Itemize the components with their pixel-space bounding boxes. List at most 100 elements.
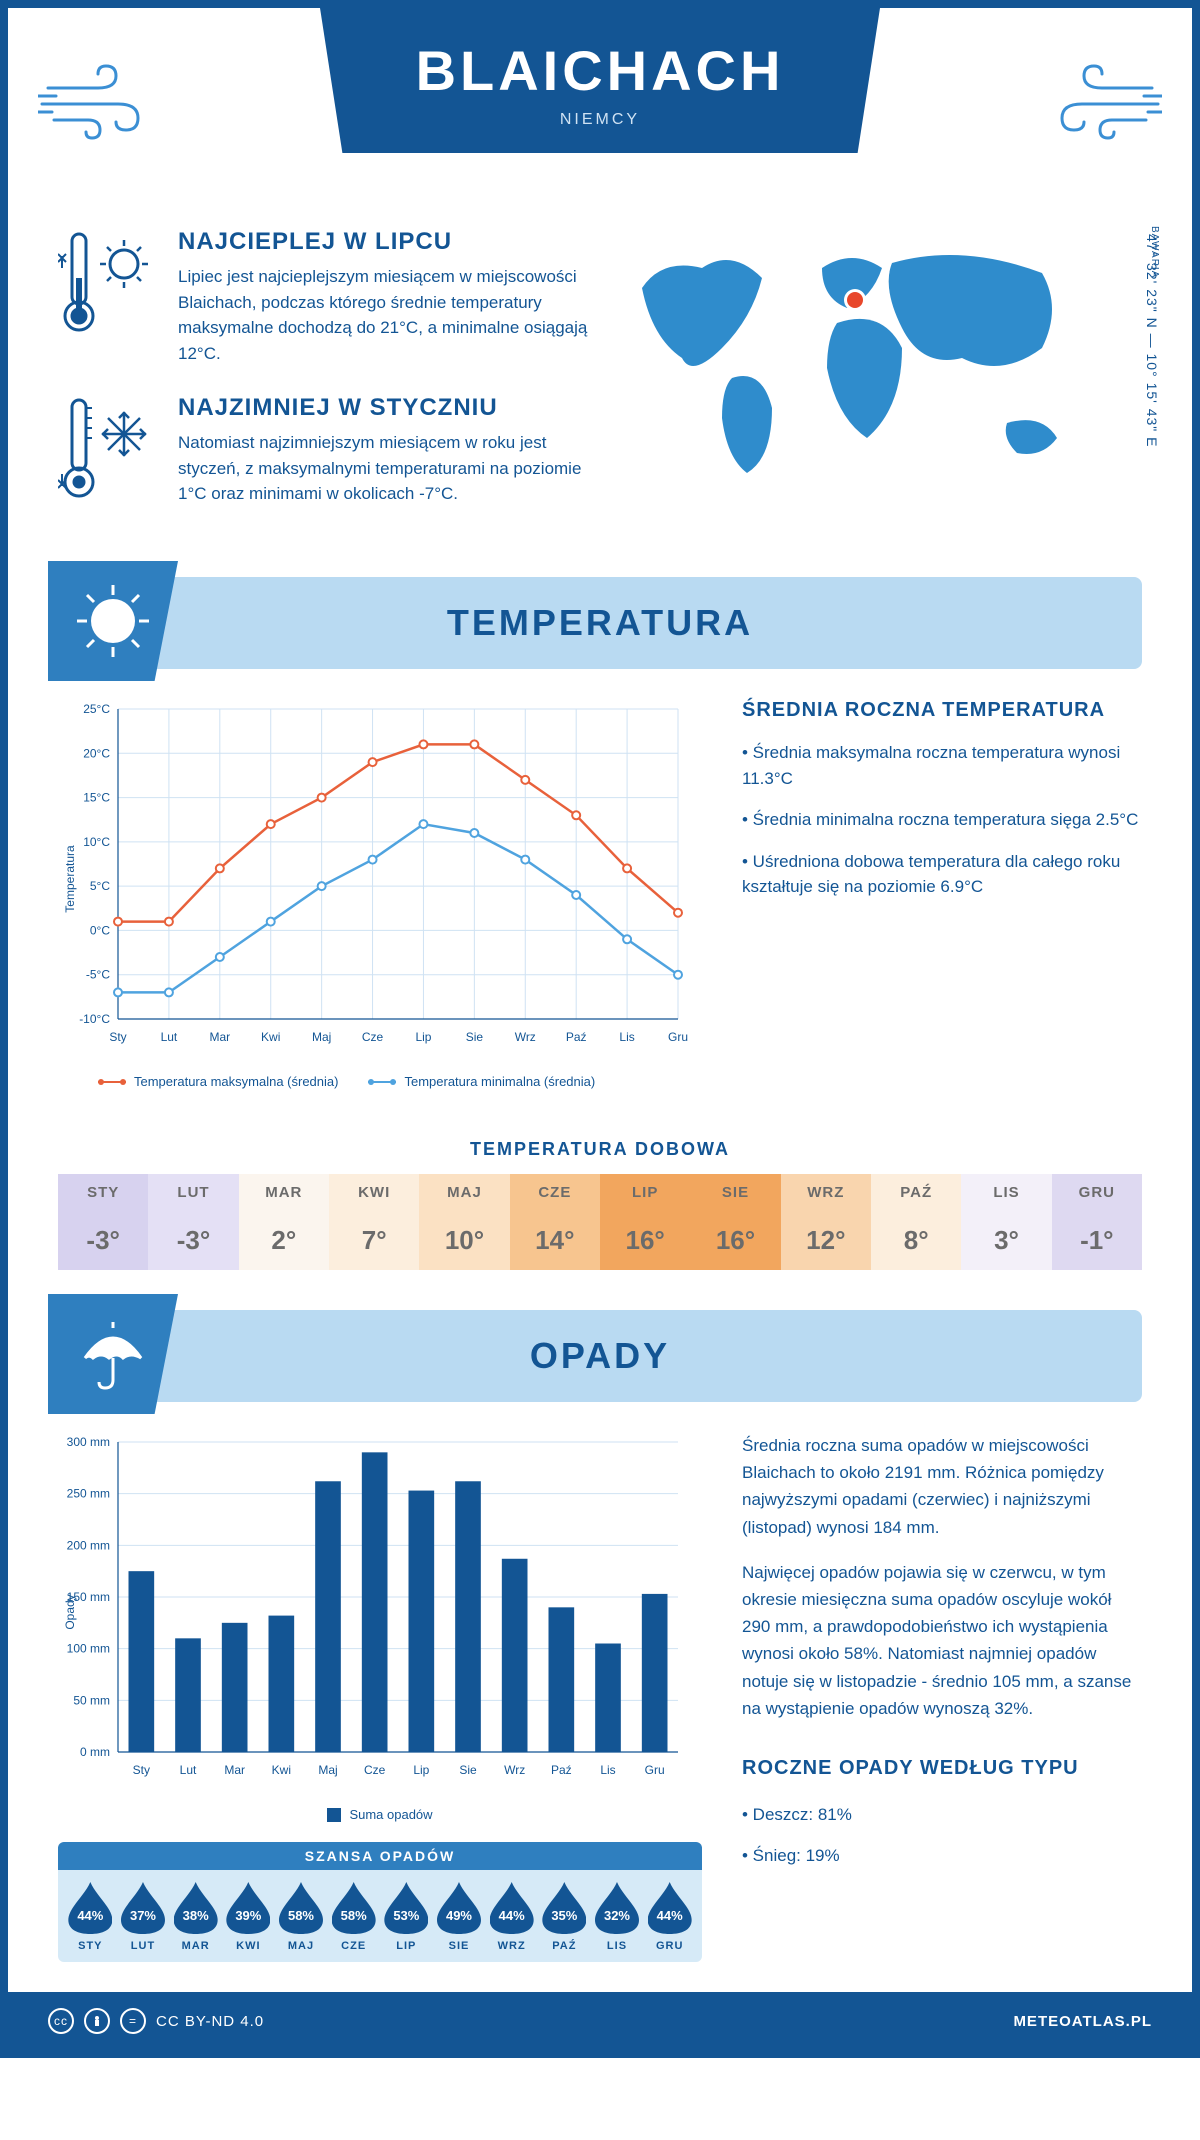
chance-drop: 44% STY [64, 1882, 117, 1952]
daily-month-head: WRZ [781, 1174, 871, 1211]
nd-icon: = [120, 2008, 146, 2034]
precip-title: OPADY [58, 1335, 1142, 1377]
svg-text:Opady: Opady [63, 1594, 77, 1629]
title-banner: BLAICHACH NIEMCY [320, 8, 880, 153]
svg-text:Lis: Lis [619, 1030, 634, 1044]
svg-text:Sie: Sie [466, 1030, 484, 1044]
svg-text:Mar: Mar [209, 1030, 230, 1044]
drop-month: WRZ [498, 1940, 526, 1952]
chance-title: SZANSA OPADÓW [58, 1842, 702, 1870]
svg-text:Cze: Cze [364, 1763, 386, 1777]
drop-month: SIE [449, 1940, 470, 1952]
chance-drop: 53% LIP [380, 1882, 433, 1952]
daily-month-head: LIP [600, 1174, 690, 1211]
fact-coldest: NAJZIMNIEJ W STYCZNIU Natomiast najzimni… [58, 394, 592, 509]
daily-month-head: MAR [239, 1174, 329, 1211]
chance-drop: 38% MAR [169, 1882, 222, 1952]
svg-text:Gru: Gru [645, 1763, 665, 1777]
daily-month-head: STY [58, 1174, 148, 1211]
sun-icon [48, 561, 178, 681]
map-column: BAWARIA 47° 32' 23" N — 10° 15' 43" E [622, 228, 1142, 537]
svg-text:Wrz: Wrz [504, 1763, 525, 1777]
daily-temp-value: 8° [871, 1211, 961, 1270]
svg-text:Paź: Paź [551, 1763, 572, 1777]
drop-icon: 44% [648, 1882, 692, 1934]
wind-icon [1042, 58, 1162, 153]
daily-month-head: SIE [690, 1174, 780, 1211]
daily-temp-value: 2° [239, 1211, 329, 1270]
drop-icon: 32% [595, 1882, 639, 1934]
drop-icon: 35% [542, 1882, 586, 1934]
precip-type-title: ROCZNE OPADY WEDŁUG TYPU [742, 1752, 1142, 1784]
legend-max-label: Temperatura maksymalna (średnia) [134, 1074, 338, 1089]
daily-temp-value: 3° [961, 1211, 1051, 1270]
daily-temp-value: 10° [419, 1211, 509, 1270]
license-block: cc = CC BY-ND 4.0 [48, 2008, 264, 2034]
drop-month: MAJ [288, 1940, 314, 1952]
precip-chart: 0 mm50 mm100 mm150 mm200 mm250 mm300 mmO… [58, 1432, 702, 1962]
daily-temp-value: 7° [329, 1211, 419, 1270]
svg-text:15°C: 15°C [83, 791, 110, 805]
coords-label: 47° 32' 23" N — 10° 15' 43" E [1144, 234, 1160, 447]
drop-month: LIS [607, 1940, 627, 1952]
precip-side: Średnia roczna suma opadów w miejscowośc… [742, 1432, 1142, 1962]
temperature-legend: Temperatura maksymalna (średnia) Tempera… [58, 1074, 702, 1089]
legend-min: Temperatura minimalna (średnia) [368, 1074, 595, 1089]
page: BLAICHACH NIEMCY [0, 0, 1200, 2058]
precip-section-head: OPADY [58, 1310, 1142, 1402]
legend-precip-label: Suma opadów [349, 1807, 432, 1822]
daily-month-head: LIS [961, 1174, 1051, 1211]
drop-icon: 58% [279, 1882, 323, 1934]
daily-temp-value: 14° [510, 1211, 600, 1270]
fact-warm-body: Lipiec jest najcieplejszym miesiącem w m… [178, 264, 592, 366]
temp-bullet: • Średnia maksymalna roczna temperatura … [742, 740, 1142, 791]
legend-precip: Suma opadów [327, 1807, 432, 1822]
temperature-chart: -10°C-5°C0°C5°C10°C15°C20°C25°CStyLutMar… [58, 699, 702, 1089]
drop-month: PAŹ [552, 1940, 576, 1952]
daily-month-head: LUT [148, 1174, 238, 1211]
temperature-section-head: TEMPERATURA [58, 577, 1142, 669]
svg-text:Wrz: Wrz [515, 1030, 536, 1044]
temp-side-title: ŚREDNIA ROCZNA TEMPERATURA [742, 699, 1142, 722]
by-icon [84, 2008, 110, 2034]
daily-month-head: KWI [329, 1174, 419, 1211]
daily-month-head: PAŹ [871, 1174, 961, 1211]
fact-cold-body: Natomiast najzimniejszym miesiącem w rok… [178, 430, 592, 507]
svg-text:Paź: Paź [566, 1030, 587, 1044]
daily-month-head: GRU [1052, 1174, 1142, 1211]
svg-text:Mar: Mar [224, 1763, 245, 1777]
umbrella-icon [48, 1294, 178, 1414]
precip-p1: Średnia roczna suma opadów w miejscowośc… [742, 1432, 1142, 1541]
svg-text:5°C: 5°C [90, 879, 110, 893]
svg-text:Maj: Maj [312, 1030, 331, 1044]
temperature-body: -10°C-5°C0°C5°C10°C15°C20°C25°CStyLutMar… [8, 699, 1192, 1119]
legend-min-label: Temperatura minimalna (średnia) [404, 1074, 595, 1089]
drop-icon: 53% [384, 1882, 428, 1934]
svg-text:Sty: Sty [109, 1030, 126, 1044]
drop-month: CZE [341, 1940, 366, 1952]
chance-drop: 39% KWI [222, 1882, 275, 1952]
drop-icon: 39% [226, 1882, 270, 1934]
footer: cc = CC BY-ND 4.0 METEOATLAS.PL [8, 1992, 1192, 2050]
header: BLAICHACH NIEMCY [8, 8, 1192, 208]
daily-temp-value: 16° [690, 1211, 780, 1270]
svg-text:Lip: Lip [413, 1763, 429, 1777]
svg-text:Kwi: Kwi [261, 1030, 280, 1044]
fact-warm-title: NAJCIEPLEJ W LIPCU [178, 228, 592, 256]
svg-text:250 mm: 250 mm [67, 1487, 110, 1501]
daily-month-head: MAJ [419, 1174, 509, 1211]
svg-text:Lip: Lip [415, 1030, 431, 1044]
daily-temp-value: -3° [148, 1211, 238, 1270]
drop-icon: 49% [437, 1882, 481, 1934]
site-name: METEOATLAS.PL [1013, 2013, 1152, 2030]
drop-icon: 44% [68, 1882, 112, 1934]
legend-max: Temperatura maksymalna (średnia) [98, 1074, 338, 1089]
svg-text:Lut: Lut [180, 1763, 197, 1777]
chance-drop: 44% WRZ [485, 1882, 538, 1952]
drop-month: LUT [131, 1940, 155, 1952]
precip-body: 0 mm50 mm100 mm150 mm200 mm250 mm300 mmO… [8, 1432, 1192, 1992]
daily-temp-value: 16° [600, 1211, 690, 1270]
facts-column: NAJCIEPLEJ W LIPCU Lipiec jest najcieple… [58, 228, 592, 537]
svg-text:300 mm: 300 mm [67, 1435, 110, 1449]
chance-drop: 37% LUT [117, 1882, 170, 1952]
